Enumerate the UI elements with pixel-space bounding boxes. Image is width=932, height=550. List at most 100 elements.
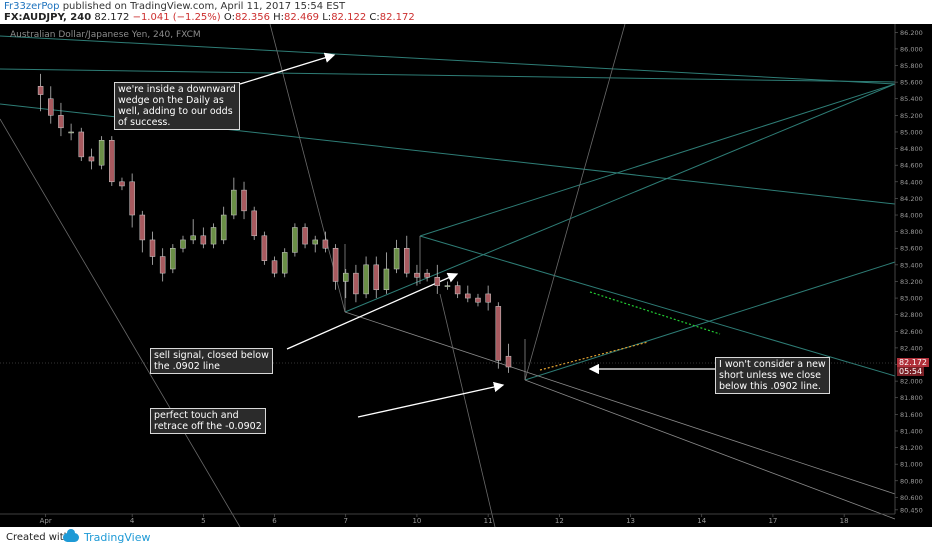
- high-value: 82.469: [284, 12, 320, 23]
- fan-line-1: [344, 83, 896, 313]
- candle-body: [505, 355, 512, 368]
- candle-body: [475, 297, 481, 303]
- candle-body: [231, 189, 237, 216]
- x-tick-label: 11: [484, 517, 493, 525]
- tradingview-brand-link[interactable]: TradingView: [84, 531, 151, 544]
- candle-body: [149, 239, 156, 257]
- y-tick-label: 83.000: [900, 295, 923, 303]
- candle-body: [190, 235, 196, 241]
- y-tick-label: 81.000: [900, 461, 923, 469]
- candle-body: [373, 264, 380, 291]
- candle-body: [292, 227, 298, 253]
- candle-body: [322, 239, 329, 249]
- candle-body: [495, 306, 502, 361]
- candle-body: [342, 272, 349, 282]
- y-tick-label: 84.200: [900, 195, 923, 203]
- lower-wedge-line: [344, 311, 896, 495]
- y-tick-label: 84.800: [900, 145, 923, 153]
- x-tick-label: 4: [130, 517, 135, 525]
- y-tick-label: 84.400: [900, 178, 923, 186]
- candle-body: [454, 285, 461, 295]
- arrow-sell: [286, 272, 459, 350]
- candle-body: [302, 227, 308, 245]
- candle-body: [129, 181, 135, 216]
- candle-body: [241, 189, 247, 212]
- candle-body: [139, 214, 146, 241]
- candle-body: [404, 247, 410, 274]
- y-tick-label: 85.600: [900, 79, 923, 87]
- arrow-wedge: [239, 52, 336, 85]
- y-tick-label: 84.000: [900, 212, 923, 220]
- chart-area[interactable]: 86.200 86.000 85.800 85.600 85.400 85.200 85.0…: [0, 24, 932, 527]
- fan-line-3: [419, 235, 896, 377]
- annotation-perfect-touch[interactable]: perfect touch and retrace off the -0.090…: [150, 408, 266, 434]
- candle-body: [444, 285, 451, 287]
- y-tick-label: 85.200: [900, 112, 923, 120]
- annotation-consider-short[interactable]: I won't consider a new short unless we c…: [715, 357, 830, 394]
- x-tick-label: 10: [412, 517, 421, 525]
- candle-body: [88, 156, 95, 162]
- trendline-wedge-upper: [0, 35, 896, 85]
- candle-body: [465, 293, 471, 299]
- candle-body: [48, 98, 54, 116]
- published-text: published on TradingView.com, April 11, …: [62, 1, 346, 12]
- candle-body: [119, 181, 125, 187]
- arrow-touch: [357, 381, 505, 418]
- price-chart[interactable]: 86.200 86.000 85.800 85.600 85.400 85.200 85.0…: [0, 24, 932, 527]
- x-tick-label: Apr: [40, 517, 52, 525]
- candle-body: [58, 115, 64, 129]
- low-label: L:: [322, 12, 332, 23]
- x-tick-label: 17: [768, 517, 777, 525]
- annotation-sell-signal[interactable]: sell signal, closed below the .0902 line: [150, 348, 273, 374]
- last-price: 82.172: [94, 12, 130, 23]
- candle-body: [353, 272, 359, 295]
- candles: [37, 73, 512, 373]
- author-link[interactable]: Fr33zerPop: [4, 1, 60, 12]
- chart-title: Australian Dollar/Japanese Yen, 240, FXC…: [10, 30, 201, 40]
- ohlc-line: FX:AUDJPY, 240 82.172 −1.041 (−1.25%) O:…: [4, 12, 415, 23]
- trendline-wedge-mid: [0, 68, 896, 83]
- candle-body: [98, 140, 105, 166]
- y-tick-label: 81.400: [900, 427, 923, 435]
- candle-body: [251, 210, 257, 237]
- y-tick-label: 83.600: [900, 245, 923, 253]
- close-label: C:: [369, 12, 380, 23]
- dotted-green-projection: [589, 291, 721, 335]
- candle-body: [261, 235, 268, 261]
- y-tick-label: 82.800: [900, 311, 923, 319]
- candle-body: [485, 293, 491, 303]
- y-tick-label: 84.600: [900, 162, 923, 170]
- annotation-wedge[interactable]: we're inside a downward wedge on the Dai…: [114, 82, 240, 130]
- y-tick-label: 83.400: [900, 261, 923, 269]
- x-tick-label: 7: [344, 517, 348, 525]
- candle-body: [332, 247, 339, 282]
- y-tick-label: 86.200: [900, 29, 923, 37]
- y-tick-label: 81.600: [900, 411, 923, 419]
- y-tick-label: 80.800: [900, 477, 923, 485]
- fan-line-4: [524, 261, 896, 381]
- created-with-label: Created with: [6, 532, 70, 543]
- y-tick-label: 80.600: [900, 494, 923, 502]
- close-value: 82.172: [379, 12, 415, 23]
- candle-body: [159, 256, 166, 274]
- price-axis-panel: [895, 24, 932, 527]
- open-value: 82.356: [234, 12, 270, 23]
- footer: Created with TradingView: [0, 527, 932, 550]
- x-tick-label: 6: [272, 517, 277, 525]
- y-tick-label: 83.800: [900, 228, 923, 236]
- publish-line: Fr33zerPop published on TradingView.com,…: [4, 1, 345, 12]
- x-tick-label: 13: [626, 517, 635, 525]
- candle-body: [271, 260, 278, 274]
- y-tick-label: 86.000: [900, 45, 923, 53]
- candle-body: [200, 235, 207, 245]
- fan-line-2: [419, 83, 896, 237]
- chart-header: Fr33zerPop published on TradingView.com,…: [0, 0, 932, 24]
- low-value: 82.122: [331, 12, 367, 23]
- y-tick-label: 81.200: [900, 444, 923, 452]
- candle-body: [414, 272, 420, 278]
- dotted-orange-projection: [539, 341, 649, 371]
- y-tick-label: 82.000: [900, 378, 923, 386]
- countdown-tag: 05:54: [897, 367, 925, 376]
- fib-line-steep-3: [524, 24, 626, 381]
- candle-body: [180, 239, 186, 249]
